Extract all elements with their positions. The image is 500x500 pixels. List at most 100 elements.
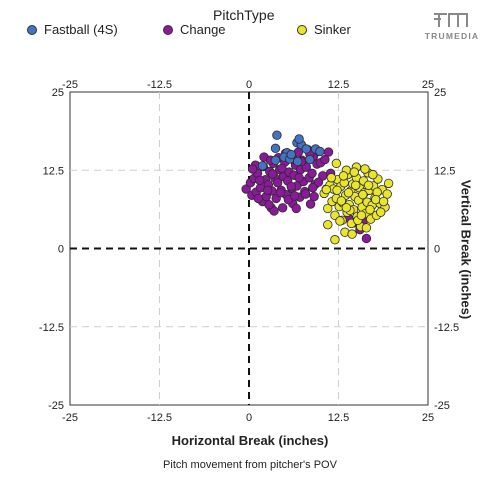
point-change [361, 233, 372, 244]
x-axis-label: Horizontal Break (inches) [171, 433, 329, 448]
point-sinker [331, 158, 342, 169]
y-axis-label: Vertical Break (inches) [458, 179, 474, 320]
y-tick-label-right: -12.5 [434, 322, 459, 334]
point-change [262, 185, 273, 195]
point-change [309, 191, 319, 202]
point-sinker [347, 229, 357, 239]
point-sinker [372, 187, 382, 197]
legend-marker-sinker [297, 24, 307, 35]
point-change [290, 191, 300, 201]
grid [69, 91, 429, 406]
data-points [241, 130, 394, 245]
point-sinker [368, 169, 378, 180]
point-sinker [338, 171, 349, 181]
point-sinker [326, 173, 337, 183]
point-fastball-4s [292, 156, 303, 167]
point-sinker [330, 235, 340, 245]
legend-label-sinker: Sinker [314, 22, 351, 37]
point-sinker [382, 189, 392, 199]
chart-caption: Pitch movement from pitcher's POV [163, 459, 337, 471]
x-tick-label-top: 0 [246, 79, 252, 91]
point-change [272, 178, 283, 188]
point-sinker [323, 220, 333, 230]
point-sinker [383, 178, 394, 189]
legend-title: PitchType [213, 7, 275, 23]
y-tick-label-left: 0 [58, 244, 64, 256]
point-change [286, 181, 296, 192]
point-fastball-4s [315, 146, 325, 157]
point-change [308, 183, 318, 193]
x-tick-label-bottom: -25 [62, 412, 78, 424]
point-change [247, 164, 258, 174]
point-fastball-4s [272, 130, 282, 140]
point-sinker [378, 196, 389, 207]
x-tick-label-bottom: 0 [246, 412, 252, 424]
point-change [300, 189, 311, 199]
point-fastball-4s [305, 154, 315, 165]
point-change [269, 206, 279, 216]
point-change [307, 168, 317, 179]
legend-marker-fastball [27, 24, 37, 35]
trumedia-logo: TRUMEDIA [420, 10, 484, 44]
y-tick-label-right: 12.5 [434, 165, 455, 177]
point-change [253, 193, 264, 204]
point-sinker [376, 207, 386, 217]
x-tick-label-top: -12.5 [147, 79, 172, 91]
point-change [255, 175, 265, 185]
point-sinker [335, 216, 345, 226]
point-change [264, 199, 274, 210]
point-sinker [361, 223, 372, 233]
point-change [277, 163, 287, 174]
point-fastball-4s [257, 161, 268, 171]
point-sinker [349, 167, 359, 177]
point-sinker [365, 204, 375, 215]
y-tick-label-right: 0 [434, 244, 440, 256]
y-tick-label-right: 25 [434, 87, 446, 99]
point-sinker [356, 210, 367, 221]
point-sinker [371, 194, 381, 205]
point-change [323, 147, 334, 157]
legend-label-fastball: Fastball (4S) [44, 22, 118, 37]
legend-item-fastball[interactable]: Fastball (4S) [27, 22, 118, 37]
trumedia-logo-icon [434, 13, 468, 27]
point-fastball-4s [270, 143, 281, 154]
point-sinker [363, 180, 374, 190]
point-sinker [323, 203, 333, 214]
y-tick-label-right: -25 [434, 400, 450, 412]
point-change [275, 188, 286, 198]
point-sinker [336, 196, 347, 206]
x-tick-label-bottom: 12.5 [328, 412, 349, 424]
point-change [305, 199, 316, 209]
x-tick-label-top: -25 [62, 79, 78, 91]
point-sinker [350, 180, 361, 190]
point-sinker [321, 184, 332, 195]
legend-item-change[interactable]: Change [163, 22, 226, 37]
point-fastball-4s [301, 144, 311, 154]
point-sinker [360, 164, 370, 174]
point-sinker [343, 188, 354, 198]
point-change [313, 177, 324, 187]
legend-label-change: Change [180, 22, 226, 37]
x-tick-label-bottom: -12.5 [147, 412, 172, 424]
legend-item-sinker[interactable]: Sinker [297, 22, 351, 37]
legend: Fastball (4S) Change Sinker [0, 22, 420, 40]
y-tick-label-left: -25 [48, 400, 64, 412]
x-tick-label-top: 12.5 [328, 79, 349, 91]
point-sinker [341, 203, 352, 213]
point-change [277, 203, 288, 213]
point-fastball-4s [286, 149, 296, 160]
legend-marker-change [163, 24, 173, 35]
y-tick-label-left: -12.5 [39, 322, 64, 334]
y-tick-label-left: 25 [52, 87, 64, 99]
point-sinker [332, 185, 342, 195]
point-fastball-4s [270, 155, 281, 165]
point-change [267, 169, 278, 179]
point-sinker [358, 189, 368, 200]
logo-text: TRUMEDIA [424, 31, 480, 41]
point-change [291, 203, 301, 214]
y-tick-label-left: 12.5 [43, 165, 64, 177]
x-tick-label-top: 25 [422, 79, 434, 91]
x-tick-label-bottom: 25 [422, 412, 434, 424]
